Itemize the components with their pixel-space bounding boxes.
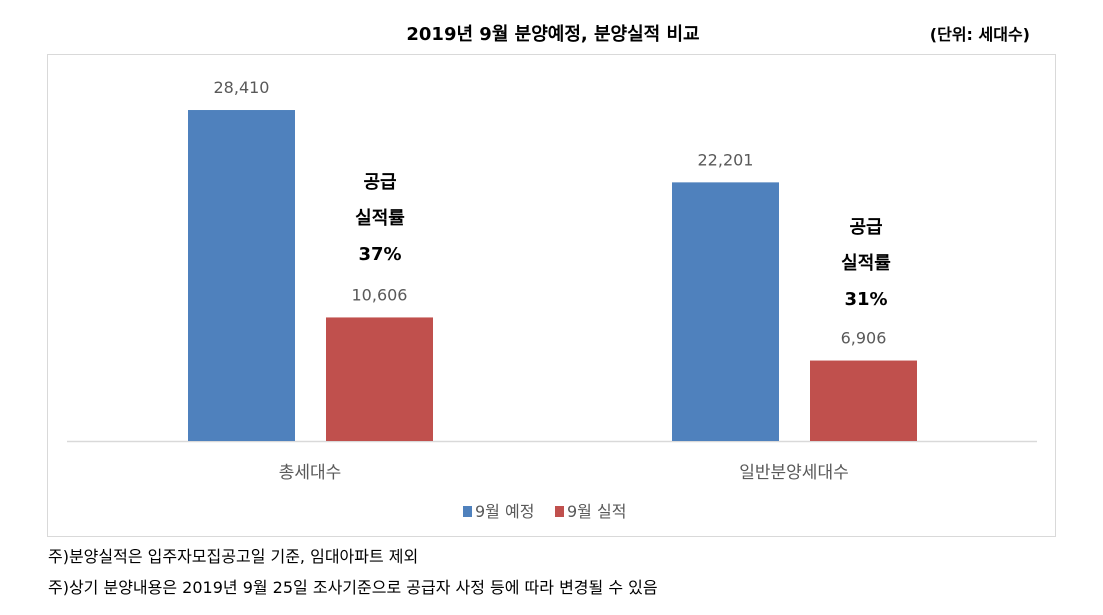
x-tick-label: 일반분양세대수 <box>739 463 848 483</box>
annotation-text: 실적률 <box>841 253 891 274</box>
chart-title: 2019년 9월 분양예정, 분양실적 비교 <box>406 24 699 45</box>
data-label: 10,606 <box>352 285 408 304</box>
legend: 9월 예정 9월 실적 <box>463 502 626 521</box>
bar-planned <box>672 182 779 442</box>
data-label: 28,410 <box>214 78 270 97</box>
footnote-2: 주)상기 분양내용은 2019년 9월 25일 조사기준으로 공급자 사정 등에… <box>48 578 658 597</box>
annotation-text: 37% <box>358 244 401 265</box>
annotation-text: 공급 <box>363 172 396 193</box>
legend-label: 9월 실적 <box>567 502 626 521</box>
unit-label: (단위: 세대수) <box>930 25 1030 44</box>
annotation-text: 공급 <box>849 217 882 238</box>
footnote-1: 주)분양실적은 입주자모집공고일 기준, 임대아파트 제외 <box>48 547 419 566</box>
legend-label: 9월 예정 <box>475 502 534 521</box>
annotation-text: 실적률 <box>355 208 405 229</box>
legend-swatch <box>463 506 472 517</box>
bar-actual <box>326 317 433 441</box>
bar-actual <box>810 360 917 441</box>
data-label: 22,201 <box>698 150 754 169</box>
legend-swatch <box>555 506 564 517</box>
bar-planned <box>188 110 295 441</box>
data-label: 6,906 <box>841 329 887 348</box>
x-tick-label: 총세대수 <box>279 463 342 483</box>
annotation-text: 31% <box>844 289 887 310</box>
